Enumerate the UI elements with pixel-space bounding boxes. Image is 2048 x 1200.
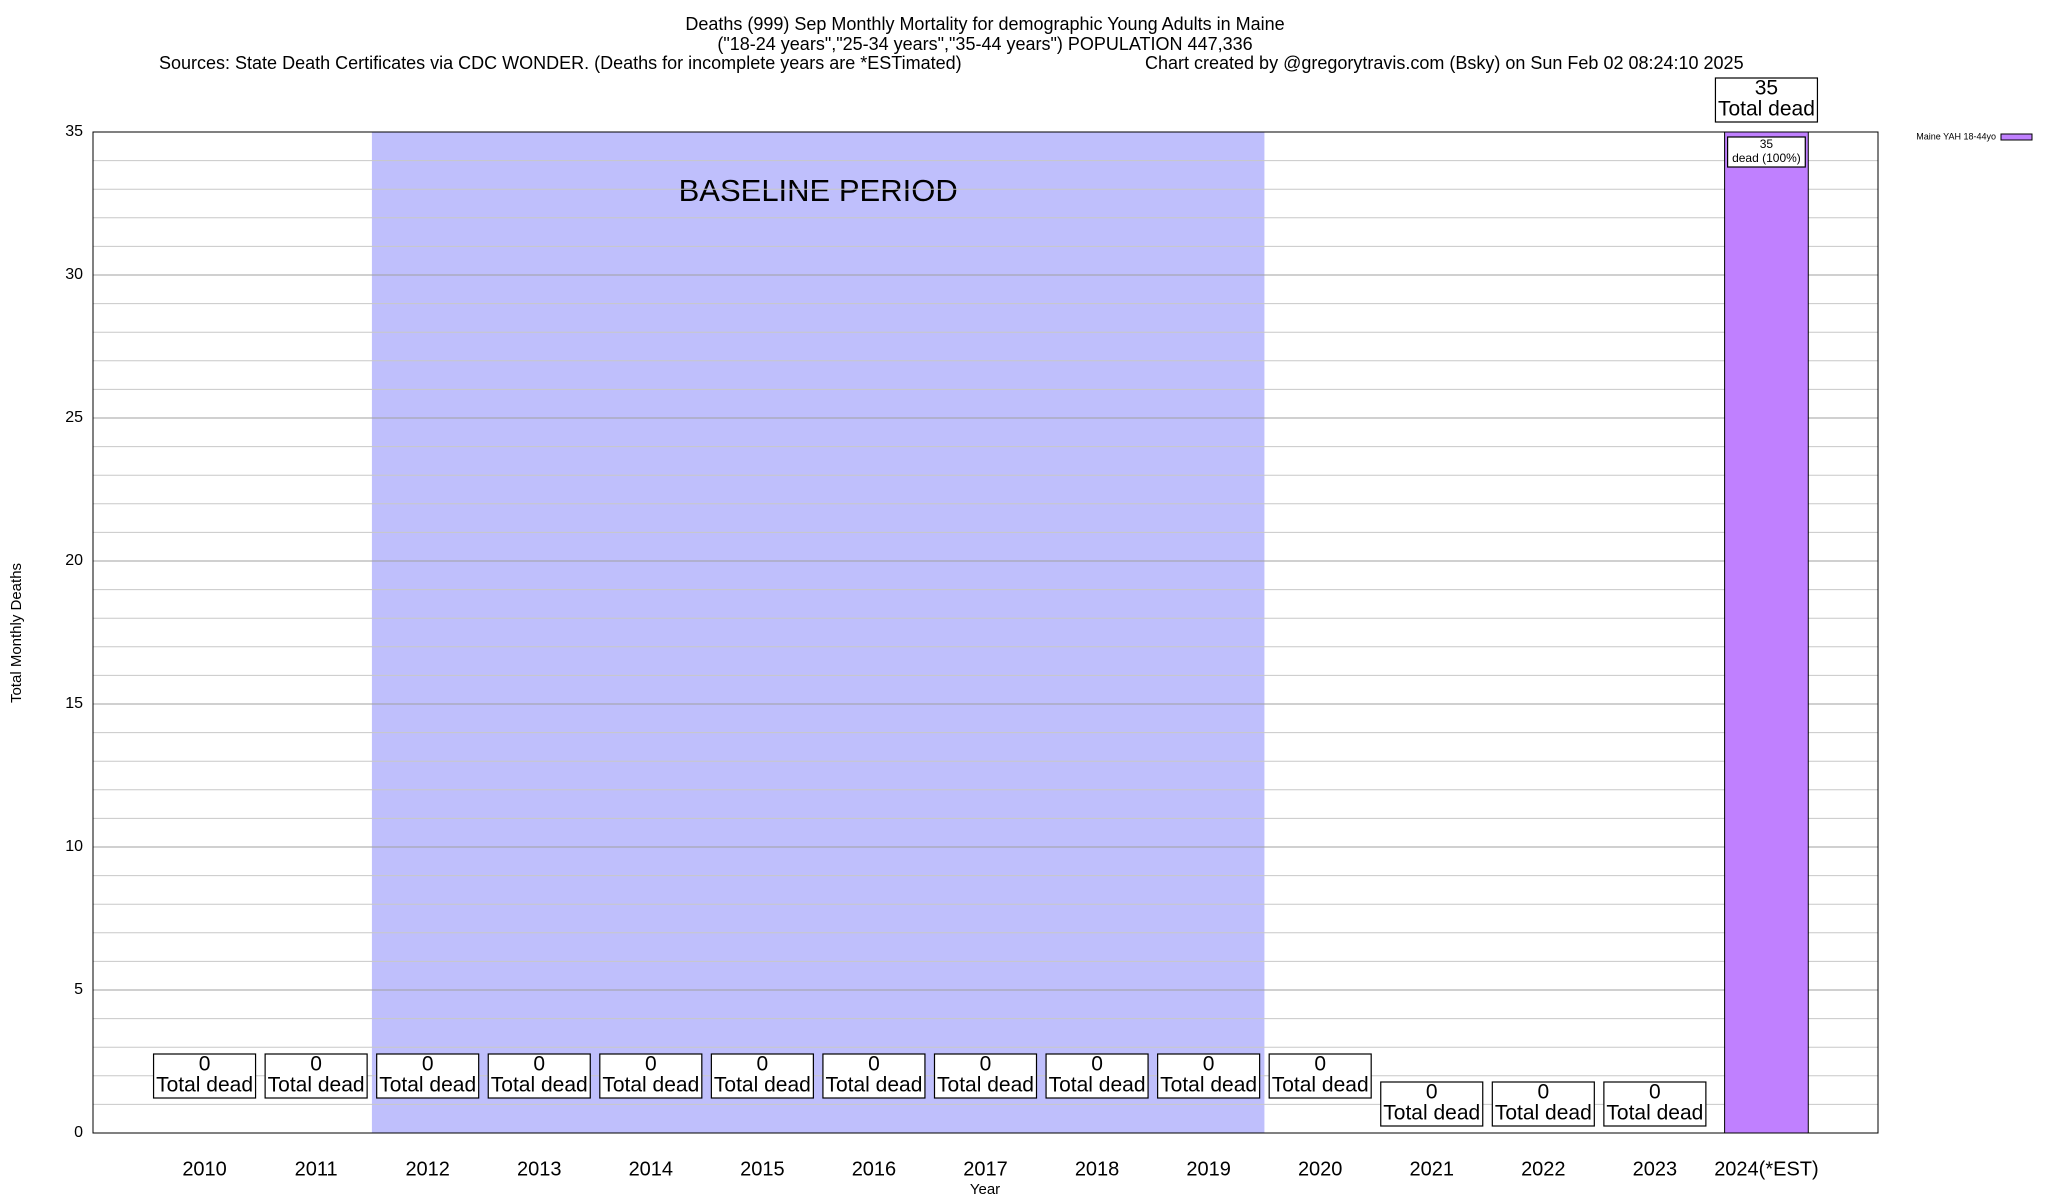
x-tick-label: 2024(*EST) — [1714, 1158, 1819, 1180]
value-label: 0 — [422, 1053, 434, 1076]
total-label: Total dead — [1495, 1102, 1592, 1125]
total-label: Total dead — [379, 1074, 476, 1097]
sources: Sources: State Death Certificates via CD… — [159, 53, 962, 73]
total-label-box — [1268, 1053, 1372, 1099]
x-tick-label: 2022 — [1521, 1158, 1566, 1180]
x-tick-label: 2012 — [405, 1158, 450, 1180]
value-label: 0 — [980, 1053, 992, 1076]
chart-title: Deaths (999) Sep Monthly Mortality for d… — [685, 14, 1284, 34]
value-label: 0 — [310, 1053, 322, 1076]
bar — [1724, 131, 1809, 1134]
total-label-box — [487, 1053, 591, 1099]
value-label: 0 — [1426, 1081, 1438, 1104]
x-tick-label: 2017 — [963, 1158, 1008, 1180]
total-label: Total dead — [156, 1074, 253, 1097]
x-tick-label: 2019 — [1186, 1158, 1231, 1180]
value-label: 0 — [199, 1053, 211, 1076]
value-label: 0 — [1537, 1081, 1549, 1104]
baseline-label: BASELINE PERIOD — [679, 173, 958, 208]
chart-subtitle: ("18-24 years","25-34 years","35-44 year… — [717, 34, 1252, 54]
segment-value-label: 35 — [1760, 137, 1774, 151]
credit: Chart created by @gregorytravis.com (Bsk… — [1145, 53, 1744, 73]
value-label: 0 — [1091, 1053, 1103, 1076]
x-tick-label: 2010 — [182, 1158, 227, 1180]
total-label-box — [1603, 1081, 1707, 1127]
total-label: Total dead — [714, 1074, 811, 1097]
value-label: 0 — [1314, 1053, 1326, 1076]
total-label-box — [822, 1053, 926, 1099]
legend-label: Maine YAH 18-44yo — [1916, 131, 1996, 141]
total-label-box — [152, 1053, 257, 1099]
value-label: 0 — [645, 1053, 657, 1076]
plot-frame — [92, 131, 1879, 1134]
total-label-box — [710, 1053, 814, 1099]
total-label: Total dead — [1160, 1074, 1257, 1097]
value-label: 0 — [1203, 1053, 1215, 1076]
total-label-box — [376, 1053, 480, 1099]
x-tick-label: 2014 — [629, 1158, 674, 1180]
total-label-box — [264, 1053, 368, 1099]
value-label: 35 — [1755, 77, 1778, 100]
y-tick-label: 35 — [65, 123, 83, 140]
x-tick-label: 2013 — [517, 1158, 562, 1180]
total-label: Total dead — [491, 1074, 588, 1097]
value-label: 0 — [757, 1053, 769, 1076]
total-label-box — [1045, 1053, 1149, 1099]
segment-label: dead (100%) — [1732, 151, 1801, 165]
total-label-box — [1380, 1081, 1484, 1127]
total-label: Total dead — [602, 1074, 699, 1097]
total-label: Total dead — [937, 1074, 1034, 1097]
y-tick-label: 0 — [74, 1124, 83, 1141]
y-tick-label: 10 — [65, 838, 83, 855]
x-tick-label: 2020 — [1298, 1158, 1343, 1180]
value-label: 0 — [533, 1053, 545, 1076]
total-label-box — [1157, 1053, 1261, 1099]
value-label: 0 — [1649, 1081, 1661, 1104]
total-label: Total dead — [1606, 1102, 1703, 1125]
x-tick-label: 2011 — [295, 1158, 338, 1180]
y-tick-label: 5 — [74, 981, 83, 998]
baseline-period — [371, 132, 1265, 1133]
total-label: Total dead — [825, 1074, 922, 1097]
segment-label-box — [1727, 136, 1806, 168]
y-tick-label: 15 — [65, 695, 83, 712]
x-tick-label: 2023 — [1633, 1158, 1678, 1180]
total-label-box — [599, 1053, 703, 1099]
x-tick-label: 2021 — [1410, 1158, 1455, 1180]
total-label: Total dead — [1049, 1074, 1146, 1097]
x-tick-label: 2015 — [740, 1158, 785, 1180]
total-label: Total dead — [1383, 1102, 1480, 1125]
y-tick-label: 30 — [65, 266, 83, 283]
x-axis-label: Year — [970, 1181, 1000, 1198]
total-label: Total dead — [1272, 1074, 1369, 1097]
total-label: Total dead — [268, 1074, 365, 1097]
y-tick-label: 25 — [65, 409, 83, 426]
total-label-box — [1491, 1081, 1595, 1127]
total-label: Total dead — [1718, 98, 1815, 121]
total-label-box — [933, 1053, 1038, 1099]
y-axis-label: Total Monthly Deaths — [8, 563, 25, 703]
value-label: 0 — [868, 1053, 880, 1076]
y-tick-label: 20 — [65, 552, 83, 569]
legend-swatch — [2000, 133, 2033, 141]
x-tick-label: 2018 — [1075, 1158, 1120, 1180]
total-label-box — [1714, 77, 1819, 123]
x-tick-label: 2016 — [852, 1158, 897, 1180]
